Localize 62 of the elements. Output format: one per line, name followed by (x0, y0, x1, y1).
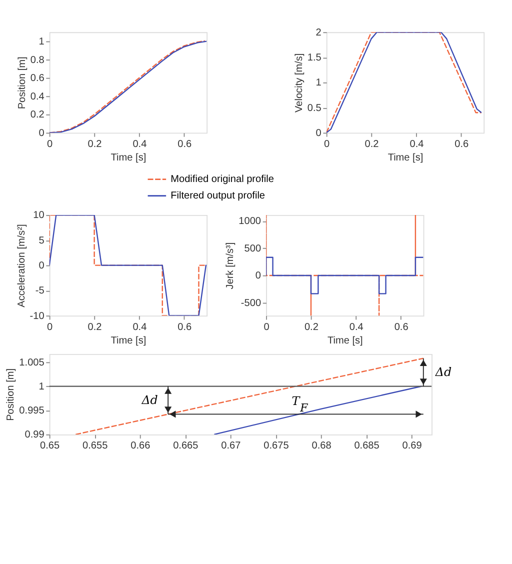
x-tick-label: 0.665 (173, 440, 199, 452)
y-tick-label: 2 (316, 27, 322, 38)
x-tick-label: 0.685 (354, 440, 380, 452)
x-tick-label: 0.4 (349, 322, 364, 333)
y-tick-label: 0.8 (30, 54, 45, 66)
x-tick-label: 0.6 (394, 322, 409, 333)
y-axis-title: Position [m] (16, 56, 28, 110)
y-tick-label: 0.99 (24, 430, 45, 441)
x-tick-label: 0.4 (132, 322, 148, 333)
x-tick-label: 0 (324, 138, 330, 150)
y-tick-label: 0 (316, 128, 322, 139)
x-tick-label: 0.4 (132, 138, 148, 150)
y-axis-title: Position [m] (6, 368, 17, 421)
y-tick-label: 1.005 (19, 357, 45, 368)
y-tick-label: 500 (244, 243, 262, 254)
x-tick-label: 0.65 (40, 440, 60, 452)
x-tick-label: 0.2 (88, 138, 102, 150)
y-tick-label: 0 (38, 128, 45, 139)
y-tick-label: 1 (38, 381, 45, 392)
y-tick-label: 5 (38, 235, 45, 246)
x-axis-title: Time [s] (388, 152, 424, 164)
x-tick-label: 0 (264, 322, 270, 333)
y-tick-label: 1000 (238, 216, 262, 228)
y-axis-title: Acceleration [m/s²] (16, 224, 28, 308)
y-tick-label: 10 (33, 210, 45, 222)
x-tick-label: 0.68 (312, 440, 332, 452)
y-tick-label: 0.2 (30, 110, 45, 121)
x-tick-label: 0.6 (178, 322, 192, 333)
x-tick-label: 0 (47, 322, 54, 333)
legend-label: Filtered output profile (170, 190, 266, 202)
y-tick-label: 0.4 (30, 91, 45, 102)
x-tick-label: 0.67 (221, 440, 242, 452)
y-axis-title: Jerk [m/s³] (225, 242, 236, 290)
x-tick-label: 0.4 (410, 138, 424, 150)
x-tick-label: 0 (47, 138, 54, 150)
annotation: TF (292, 394, 308, 414)
x-tick-label: 0.6 (178, 138, 192, 150)
x-tick-label: 0.69 (402, 440, 422, 452)
y-tick-label: 0.995 (19, 406, 45, 417)
x-tick-label: 0.2 (364, 138, 380, 150)
x-tick-label: 0.675 (264, 440, 290, 452)
annotation: Δd (140, 392, 158, 407)
y-axis-title: Velocity [m/s] (294, 53, 305, 112)
y-tick-label: 1.5 (307, 52, 322, 64)
text: Δd (434, 364, 452, 379)
x-axis-title: Time [s] (110, 335, 146, 346)
y-tick-label: -500 (240, 298, 262, 309)
y-tick-label: 0.6 (30, 73, 45, 84)
x-tick-label: 0.2 (88, 322, 102, 333)
legend-label: Modified original profile (170, 174, 274, 186)
x-tick-label: 0.6 (454, 138, 470, 150)
y-tick-label: 0 (38, 260, 45, 272)
y-tick-label: -10 (30, 310, 45, 322)
y-tick-label: 1 (316, 78, 322, 89)
y-tick-label: 1 (38, 36, 45, 48)
x-tick-label: 0.66 (130, 440, 151, 452)
y-tick-label: 0 (255, 270, 262, 282)
x-axis-title: Time [s] (110, 152, 146, 164)
x-tick-label: 0.655 (82, 440, 108, 452)
y-tick-label: 0.5 (307, 102, 322, 114)
x-axis-title: Time [s] (327, 335, 364, 346)
y-tick-label: -5 (35, 286, 45, 297)
